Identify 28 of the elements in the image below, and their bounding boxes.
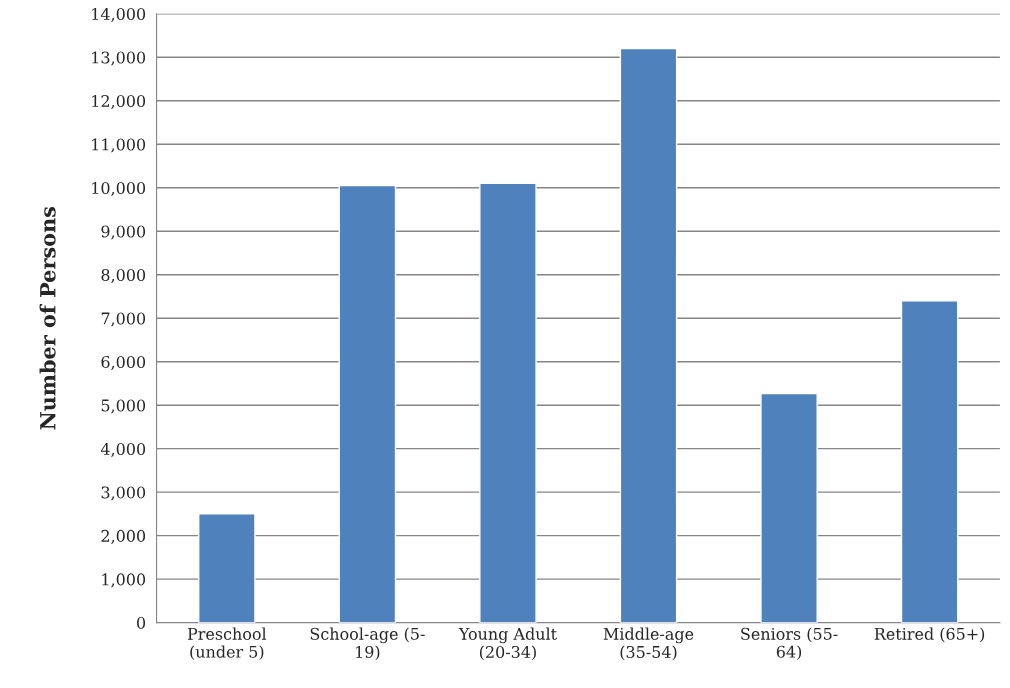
y-tick-label: 11,000 bbox=[92, 138, 146, 153]
y-tick-label: 1,000 bbox=[102, 573, 146, 588]
x-tick-label: Preschool (under 5) bbox=[187, 627, 267, 661]
bar bbox=[900, 300, 959, 623]
bar bbox=[760, 392, 818, 623]
y-tick-label: 0 bbox=[137, 616, 146, 629]
x-tick-label: Young Adult (20-34) bbox=[458, 627, 557, 661]
bar bbox=[619, 47, 678, 623]
y-tick-label: 9,000 bbox=[101, 225, 146, 240]
y-tick-label: 6,000 bbox=[101, 355, 146, 370]
y-tick-label: 5,000 bbox=[101, 399, 146, 414]
y-tick-label: 7,000 bbox=[101, 312, 146, 327]
bar bbox=[338, 184, 397, 623]
y-tick-label: 12,000 bbox=[92, 94, 146, 109]
y-tick-label: 3,000 bbox=[101, 486, 146, 501]
y-axis-title: Number of Persons bbox=[39, 206, 56, 430]
bar bbox=[479, 182, 537, 623]
y-tick-label: 14,000 bbox=[92, 7, 146, 22]
y-tick-label: 10,000 bbox=[92, 181, 146, 196]
x-tick-label: Retired (65+) bbox=[874, 627, 985, 643]
y-tick-label: 8,000 bbox=[101, 268, 146, 283]
y-tick-label: 13,000 bbox=[92, 51, 146, 66]
x-tick-label: School-age (5- 19) bbox=[310, 627, 425, 661]
y-tick-label: 4,000 bbox=[100, 442, 146, 457]
x-tick-label: Seniors (55- 64) bbox=[741, 627, 838, 661]
x-tick-label: Middle-age (35-54) bbox=[603, 627, 694, 661]
bar bbox=[198, 513, 256, 623]
y-tick-label: 2,000 bbox=[101, 529, 146, 544]
